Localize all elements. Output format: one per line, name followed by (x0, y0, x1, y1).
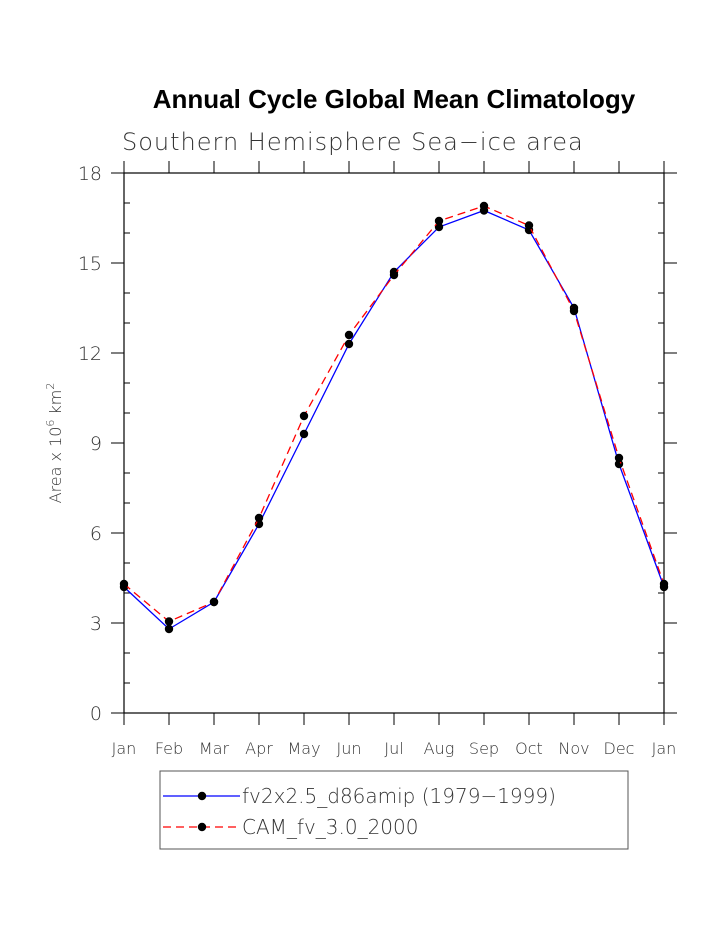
y-axis-label-unit: km (46, 390, 65, 420)
series-point (254, 513, 264, 523)
series-point (209, 597, 219, 607)
legend-marker (197, 822, 207, 832)
x-tick-label: Jan (652, 739, 677, 758)
chart-subtitle: Southern Hemisphere Sea−ice area (122, 128, 584, 156)
series-1 (119, 206, 669, 634)
series-point (659, 579, 669, 589)
series-point (614, 459, 624, 469)
y-tick-label: 9 (90, 433, 102, 455)
series-point (299, 411, 309, 421)
x-tick-label: Jul (384, 739, 403, 758)
series-point (614, 453, 624, 463)
legend-marker (197, 791, 207, 801)
y-tick-label: 6 (90, 523, 102, 545)
y-tick-label: 18 (78, 163, 102, 185)
plot-frame (123, 172, 665, 714)
y-tick-label: 15 (78, 253, 102, 275)
y-tick-label: 3 (90, 613, 102, 635)
x-tick-label: Oct (515, 739, 543, 758)
legend-items: fv2x2.5_d86amip (1979−1999) CAM_fv_3.0_20… (163, 784, 556, 839)
x-tick-label: Apr (245, 739, 273, 758)
y-axis-label-main: Area x 10 (46, 427, 65, 504)
x-tick-label: Jun (337, 739, 362, 758)
y-tick-label: 0 (90, 703, 102, 725)
x-tick-label: Aug (424, 739, 455, 758)
series-point (524, 221, 534, 230)
y-axis-label: Area x 106 km2 (44, 383, 65, 504)
series-2 (119, 201, 669, 626)
series-point (164, 624, 174, 634)
axes: Jan Feb Mar Apr May Jun Jul Aug Sep Oct Nov Dec Jan 0… (78, 161, 677, 758)
series-layer (119, 201, 669, 634)
y-axis-label-unit-exponent: 2 (44, 383, 57, 390)
x-tick-label: Mar (199, 739, 230, 758)
x-tick-label: Sep (469, 739, 499, 758)
series-point (389, 270, 399, 280)
series-point (479, 201, 489, 211)
x-tick-label: May (287, 739, 320, 758)
x-tick-label: Feb (155, 739, 183, 758)
series-point (344, 339, 354, 349)
legend: fv2x2.5_d86amip (1979−1999) CAM_fv_3.0_20… (159, 770, 629, 850)
series-point (569, 306, 579, 316)
x-tick-label: Nov (558, 739, 589, 758)
legend-label: fv2x2.5_d86amip (1979−1999) (242, 784, 556, 808)
series-point (299, 429, 309, 439)
y-axis-label-exponent: 6 (44, 420, 57, 427)
legend-label: CAM_fv_3.0_2000 (242, 815, 418, 839)
x-tick-label: Dec (604, 739, 635, 758)
series-point (434, 216, 444, 226)
series-point (119, 579, 129, 589)
legend-box (159, 770, 629, 850)
chart-title: Annual Cycle Global Mean Climatology (153, 84, 636, 114)
series-point (344, 330, 354, 340)
x-tick-label: Jan (112, 739, 137, 758)
y-tick-label: 12 (78, 343, 102, 365)
series-point (164, 617, 174, 626)
series-point (434, 222, 444, 232)
